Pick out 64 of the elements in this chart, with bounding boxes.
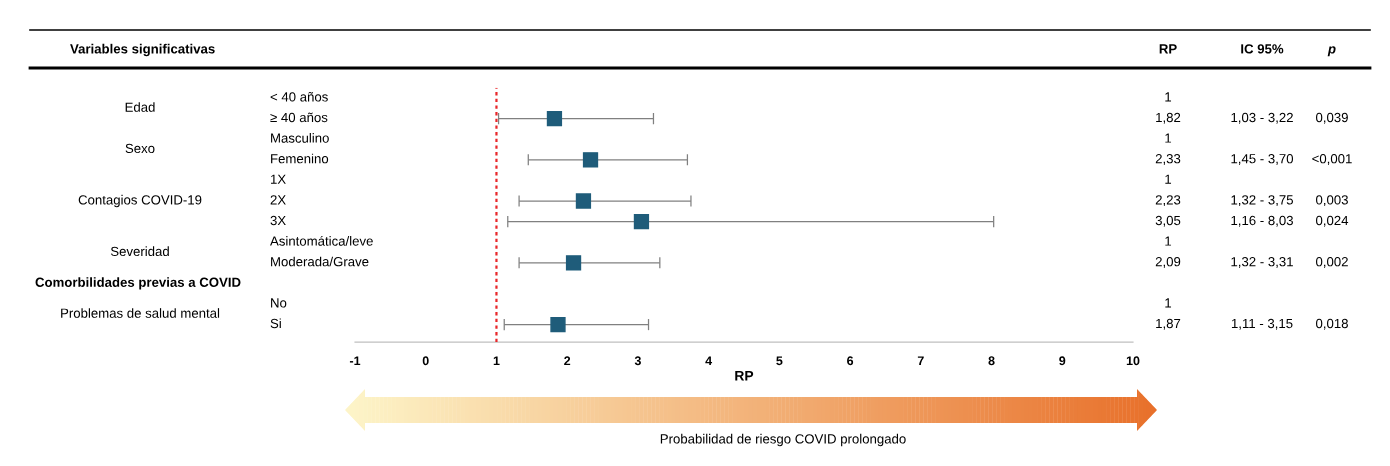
y-tick-label: Masculino (271, 133, 329, 143)
point (582, 152, 599, 168)
text: 1,11 - 3,15 (1231, 318, 1293, 330)
text: 1,16 - 8,03 (1231, 215, 1293, 227)
x-tick-label: 0 (422, 356, 429, 366)
text: 0,002 (1316, 257, 1348, 268)
x-tick-label: -1 (349, 356, 361, 366)
text: 0,018 (1316, 318, 1348, 330)
text: 1,32 - 3,31 (1231, 257, 1293, 268)
x-axis-title: RP (735, 370, 754, 381)
text: 1,03 - 3,22 (1231, 112, 1293, 124)
y-tick-label: Asintomática/leve (270, 235, 373, 246)
x-tick-label: 7 (917, 356, 924, 366)
text: 1,82 (1156, 112, 1181, 124)
point (633, 213, 650, 230)
text: 0,024 (1316, 215, 1349, 227)
x-tick-label: 3 (634, 356, 641, 366)
text: 2,33 (1155, 154, 1181, 165)
x-tick-label: 6 (847, 356, 854, 366)
point (565, 255, 582, 271)
x-tick-label: 4 (705, 356, 713, 366)
point (550, 316, 566, 333)
text: Edad (125, 102, 155, 112)
y-tick-label: Si (270, 318, 281, 329)
y-tick-label: 2X (270, 195, 286, 205)
text: 1 (1165, 92, 1172, 102)
text: 1 (1165, 133, 1172, 143)
y-tick-label: ≥ 40 años (270, 112, 328, 123)
text: 1,45 - 3,70 (1231, 154, 1294, 165)
text: 0,039 (1316, 112, 1348, 124)
y-tick-label: Moderada/Grave (271, 256, 369, 267)
y-axis-title: Variables significativas (70, 43, 215, 57)
x-tick-label: 1 (493, 356, 500, 366)
text: 2,09 (1155, 257, 1181, 268)
text: Comorbilidades previas a COVID (35, 277, 241, 290)
x-tick-label: 9 (1059, 356, 1066, 366)
y-tick-label: No (271, 298, 287, 308)
x-tick-label: 2 (564, 356, 571, 366)
text: Probabilidad de riesgo COVID prolongado (660, 433, 906, 447)
x-tick-label: 10 (1126, 356, 1140, 366)
text: 0,003 (1316, 195, 1348, 207)
x-tick-label: 5 (776, 356, 783, 366)
point (546, 110, 563, 127)
text: <0,001 (1312, 154, 1352, 165)
y-tick-label: < 40 años (270, 91, 328, 102)
text: 1 (1165, 236, 1172, 246)
category-label: p (1327, 46, 1336, 57)
text: 1,32 - 3,75 (1231, 195, 1293, 207)
y-tick-label: 3X (270, 215, 286, 226)
text: Contagios COVID-19 (78, 194, 202, 208)
y-tick-label: Femenino (271, 153, 329, 164)
category-label: RP (1159, 44, 1177, 54)
text: Sexo (125, 143, 155, 154)
text: 2,23 (1155, 195, 1181, 207)
text: 3,05 (1155, 215, 1181, 227)
category-label: IC 95% (1241, 44, 1284, 54)
text: 1 (1165, 174, 1172, 184)
text: Problemas de salud mental (61, 308, 220, 318)
y-tick-label: 1X (271, 174, 286, 184)
text: 1 (1165, 298, 1172, 308)
text: Severidad (110, 246, 169, 257)
point (575, 193, 592, 209)
text: 1,87 (1156, 318, 1181, 330)
x-tick-label: 8 (988, 356, 995, 366)
